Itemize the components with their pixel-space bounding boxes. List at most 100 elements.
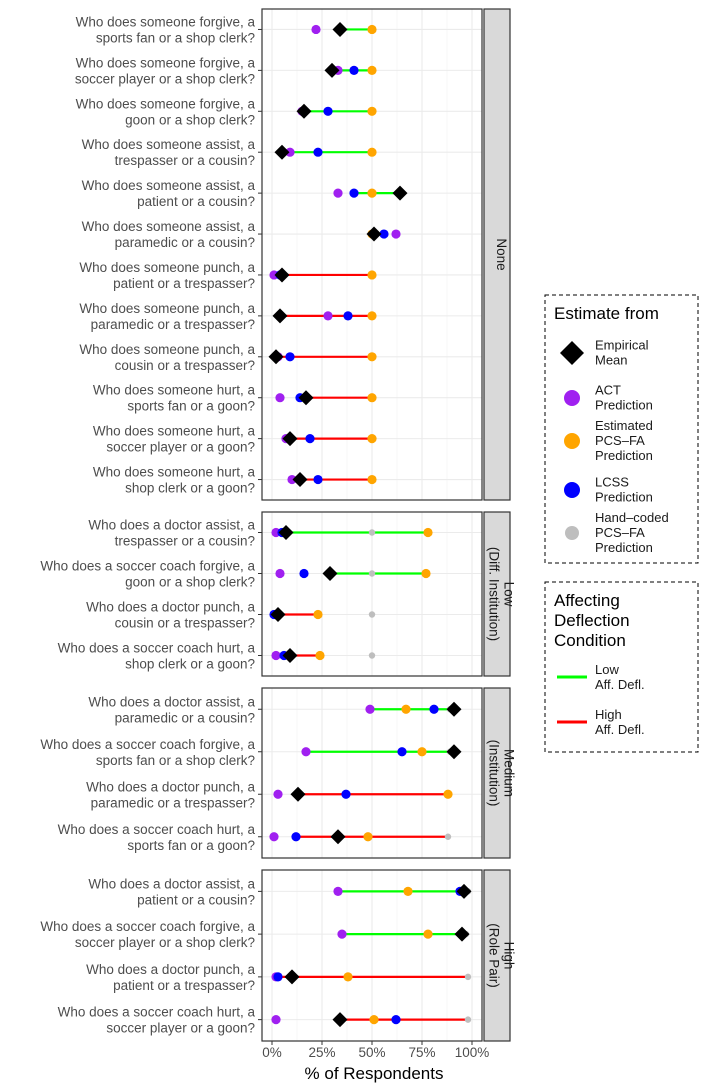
- y-tick-label: Who does a doctor assist, a: [88, 518, 255, 533]
- point-estimated-pcs-fa: [423, 929, 433, 939]
- y-tick-label: paramedic or a cousin?: [115, 710, 255, 725]
- legend-dot-icon: [565, 526, 579, 540]
- y-tick-label: Who does someone punch, a: [79, 301, 255, 316]
- point-act: [391, 229, 401, 239]
- legend-label: Estimated: [595, 418, 653, 433]
- point-empirical-mean: [274, 267, 290, 283]
- point-hand-coded: [368, 529, 376, 536]
- y-tick-label: Who does someone punch, a: [79, 260, 255, 275]
- point-lcss: [349, 65, 359, 75]
- x-tick-label: 25%: [308, 1045, 335, 1060]
- point-lcss: [379, 229, 389, 239]
- point-empirical-mean: [278, 525, 294, 540]
- facet-strip-label: (Diff. Institution): [487, 547, 502, 641]
- legend-label: Prediction: [595, 398, 653, 413]
- row: Who does a soccer coach forgive, asports…: [40, 737, 482, 768]
- facet-strip-background: [483, 687, 511, 859]
- facet-strip-text: Medium(Institution): [487, 740, 517, 807]
- point-estimated-pcs-fa: [367, 474, 377, 485]
- point-lcss: [391, 1015, 401, 1025]
- point-empirical-mean: [268, 349, 284, 365]
- y-tick-label: Who does a soccer coach hurt, a: [58, 822, 256, 837]
- point-empirical-mean: [274, 144, 290, 160]
- point-lcss: [273, 972, 283, 982]
- point-estimated-pcs-fa: [367, 393, 377, 403]
- point-estimated-pcs-fa: [367, 311, 377, 321]
- point-estimated-pcs-fa: [367, 188, 377, 198]
- y-tick-label: soccer player or a goon?: [106, 440, 255, 455]
- y-tick-label: sports fan or a goon?: [127, 838, 255, 853]
- point-lcss: [313, 147, 323, 157]
- y-tick-label: soccer player or a goon?: [106, 1021, 255, 1036]
- facet-strip: Medium(Institution): [483, 687, 517, 859]
- legend-title: Condition: [554, 631, 626, 650]
- point-estimated-pcs-fa: [401, 704, 411, 714]
- point-estimated-pcs-fa: [367, 106, 377, 116]
- x-tick-label: 75%: [408, 1045, 435, 1060]
- y-tick-label: sports fan or a shop clerk?: [96, 30, 255, 45]
- y-tick-label: goon or a shop clerk?: [125, 112, 255, 127]
- y-tick-label: patient or a cousin?: [137, 194, 255, 209]
- y-tick-label: cousin or a trespasser?: [115, 616, 255, 631]
- facet-strip-label: (Role Pair): [487, 923, 502, 988]
- y-tick-label: patient or a trespasser?: [113, 978, 255, 993]
- y-tick-label: Who does a soccer coach hurt, a: [58, 641, 256, 656]
- y-tick-label: Who does someone punch, a: [79, 342, 255, 357]
- y-tick-label: goon or a shop clerk?: [125, 575, 255, 590]
- point-empirical-mean: [366, 226, 382, 242]
- y-tick-label: Who does a doctor punch, a: [86, 600, 255, 615]
- facet-strip: None: [483, 8, 511, 501]
- point-estimated-pcs-fa: [367, 434, 377, 444]
- point-empirical-mean: [296, 103, 312, 119]
- point-empirical-mean: [454, 926, 470, 942]
- facet-strip-label: Low: [502, 582, 517, 607]
- point-estimated-pcs-fa: [367, 65, 377, 75]
- y-tick-label: Who does someone assist, a: [82, 137, 256, 152]
- legend-estimate-from: Estimate fromEmpiricalMeanACTPredictionE…: [544, 294, 699, 564]
- facet-strip-background: [483, 511, 511, 677]
- y-tick-label: soccer player or a shop clerk?: [75, 935, 255, 950]
- legend-label: Empirical: [595, 338, 649, 353]
- point-lcss: [305, 434, 315, 444]
- legend-label: Aff. Defl.: [595, 722, 645, 737]
- point-empirical-mean: [446, 701, 462, 717]
- y-tick-label: Who does someone hurt, a: [93, 424, 256, 439]
- legend-label: Prediction: [595, 490, 653, 505]
- point-act: [311, 24, 321, 35]
- y-tick-label: Who does someone assist, a: [82, 178, 256, 193]
- point-estimated-pcs-fa: [403, 886, 413, 896]
- point-act: [271, 1015, 281, 1025]
- y-tick-label: Who does a doctor punch, a: [86, 962, 255, 977]
- point-estimated-pcs-fa: [367, 352, 377, 362]
- point-empirical-mean: [322, 566, 338, 581]
- legend-title: Estimate from: [554, 304, 659, 323]
- legend-box: [544, 294, 699, 564]
- y-tick-label: Who does someone hurt, a: [93, 383, 256, 398]
- x-axis-title: % of Respondents: [305, 1064, 444, 1083]
- point-estimated-pcs-fa: [423, 527, 433, 538]
- y-tick-label: sports fan or a goon?: [127, 399, 255, 414]
- legend-label: Hand–coded: [595, 510, 669, 525]
- point-lcss: [343, 311, 353, 321]
- legend-label: Aff. Defl.: [595, 677, 645, 692]
- y-tick-label: Who does someone hurt, a: [93, 465, 256, 480]
- facet-strip-text: Low(Diff. Institution): [487, 547, 517, 641]
- point-estimated-pcs-fa: [369, 1015, 379, 1025]
- point-empirical-mean: [330, 829, 346, 845]
